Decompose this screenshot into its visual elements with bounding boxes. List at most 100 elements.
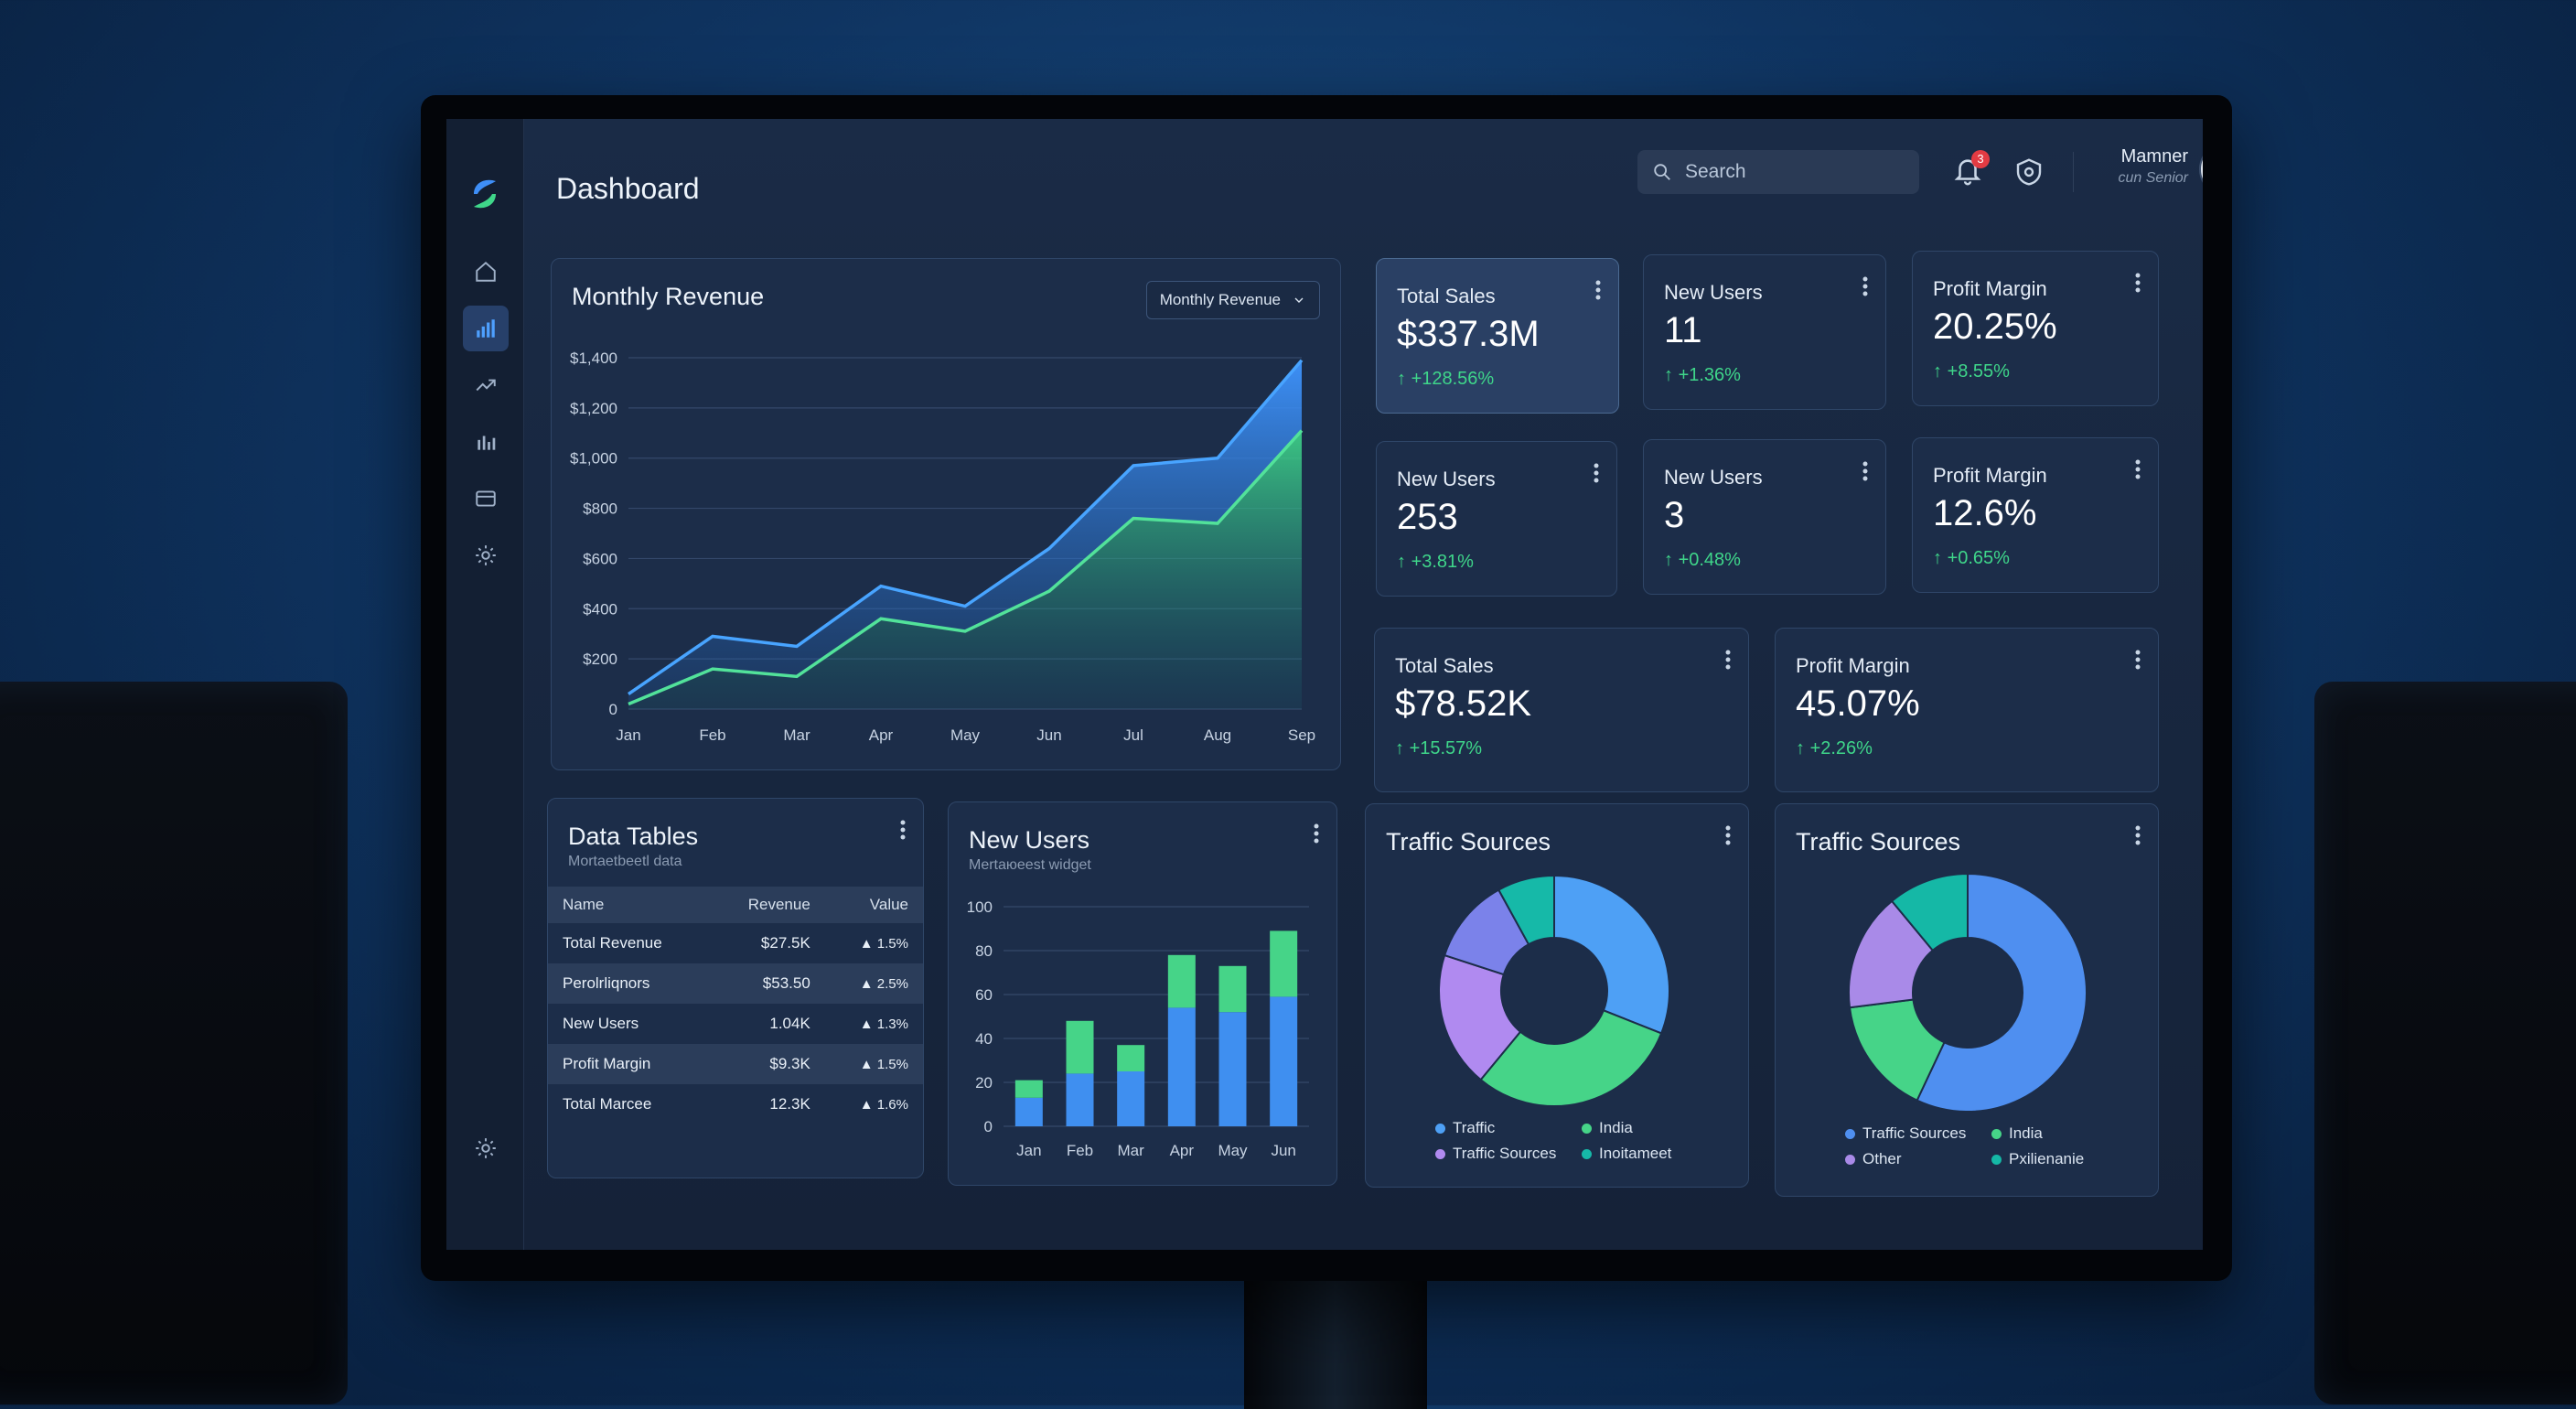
column-header-value[interactable]: Value — [824, 887, 923, 923]
traffic-title: Traffic Sources — [1796, 828, 1961, 855]
revenue-chart: $1,400 $1,200 $1,000 $800 $600 $400 $200 0 Jan Fe… — [570, 350, 1315, 744]
traffic-sources-card: Traffic Sources Traffic Sources India Ot… — [1775, 803, 2159, 1197]
delta-value: +8.55% — [1947, 361, 2010, 382]
metric-label: Profit Margin — [1933, 277, 2047, 300]
legend-dot — [1845, 1154, 1855, 1165]
metric-delta: ↑ +1.36% — [1664, 365, 1741, 385]
sidebar-item-trends[interactable] — [463, 362, 509, 408]
sidebar-bottom-settings[interactable] — [463, 1125, 509, 1171]
x-tick-label: May — [950, 726, 981, 744]
x-tick-label: Jun — [1271, 1142, 1295, 1159]
sidebar-item-billing[interactable] — [463, 476, 509, 522]
bar-series-2 — [1066, 1020, 1094, 1074]
bar-series-2 — [1117, 1045, 1145, 1071]
x-tick-label: Mar — [1118, 1142, 1145, 1159]
search-placeholder: Search — [1685, 161, 1746, 182]
metric-delta: ↑ +128.56% — [1397, 369, 1495, 389]
x-tick-label: Jun — [1036, 726, 1061, 744]
revenue-card: Monthly Revenue Monthly Revenue $1,400 $1… — [551, 258, 1341, 770]
bell-icon[interactable] — [1952, 156, 1983, 187]
revenue-period-select[interactable]: Monthly Revenue — [1145, 281, 1320, 319]
more-icon[interactable] — [2134, 270, 2141, 296]
y-tick-label: $600 — [583, 550, 617, 567]
more-icon[interactable] — [899, 817, 907, 843]
more-icon[interactable] — [1862, 458, 1869, 484]
y-tick-label: 100 — [967, 898, 993, 916]
search-input[interactable]: Search — [1637, 150, 1919, 194]
cell-name: New Users — [563, 1015, 639, 1032]
cell-name: Total Marcee — [563, 1095, 652, 1113]
cell-revenue: 12.3K — [769, 1095, 810, 1113]
x-tick-label: Jul — [1123, 726, 1143, 744]
more-icon[interactable] — [1724, 823, 1732, 848]
y-tick-label: 40 — [975, 1030, 993, 1048]
data-table-card: Data Tables Mortaetbeetl data Name Reven… — [547, 798, 924, 1178]
metric-delta: ↑ +0.65% — [1933, 548, 2010, 568]
sidebar-item-reports[interactable] — [463, 419, 509, 465]
sidebar-item-settings[interactable] — [463, 532, 509, 578]
legend-label: India — [1599, 1119, 1633, 1136]
delta-value: +0.48% — [1678, 550, 1741, 570]
metric-card-profit-margin[interactable]: Profit Margin 45.07% ↑ +2.26% — [1775, 628, 2159, 792]
legend-item: India — [1991, 1124, 2043, 1143]
metric-card-total-sales[interactable]: Total Sales $337.3M ↑ +128.56% — [1376, 258, 1619, 414]
legend-dot — [1582, 1123, 1592, 1134]
table-subtitle: Mortaetbeetl data — [568, 854, 682, 869]
column-chart-icon — [478, 436, 496, 450]
legend-label: Traffic Sources — [1862, 1124, 1967, 1142]
table-row[interactable]: New Users 1.04K ▲ 1.3% — [548, 1004, 923, 1044]
table-title: Data Tables — [568, 823, 699, 850]
column-header-revenue[interactable]: Revenue — [709, 887, 825, 923]
metric-card-profit-margin[interactable]: Profit Margin 12.6% ↑ +0.65% — [1912, 437, 2159, 593]
more-icon[interactable] — [1862, 274, 1869, 299]
metric-card-total-sales[interactable]: Total Sales $78.52K ↑ +15.57% — [1374, 628, 1749, 792]
x-tick-label: Sep — [1288, 726, 1315, 744]
legend-dot — [1435, 1123, 1445, 1134]
table-row[interactable]: Total Revenue $27.5K ▲ 1.5% — [548, 923, 923, 963]
bar-chart-icon — [477, 319, 495, 338]
avatar[interactable] — [2199, 143, 2203, 196]
metric-card-profit-margin[interactable]: Profit Margin 20.25% ↑ +8.55% — [1912, 251, 2159, 406]
metric-card-new-users[interactable]: New Users 3 ↑ +0.48% — [1643, 439, 1886, 595]
divider — [2073, 152, 2074, 192]
notification-badge: 3 — [1971, 150, 1990, 168]
table-row[interactable]: Perolrliqnors $53.50 ▲ 2.5% — [548, 963, 923, 1004]
app-logo-icon[interactable] — [468, 176, 501, 212]
more-icon[interactable] — [2134, 647, 2141, 672]
delta-value: +128.56% — [1411, 369, 1495, 389]
legend-item: Traffic — [1435, 1119, 1495, 1137]
x-tick-label: Jan — [1016, 1142, 1041, 1159]
sidebar-item-analytics[interactable] — [463, 306, 509, 351]
metric-delta: ↑ +8.55% — [1933, 361, 2010, 382]
legend-dot — [1845, 1128, 1855, 1139]
more-icon[interactable] — [2134, 457, 2141, 482]
value-text: 1.5% — [876, 935, 908, 952]
more-icon[interactable] — [1313, 821, 1320, 846]
column-header-name[interactable]: Name — [548, 887, 710, 923]
cell-value: ▲ 1.5% — [859, 935, 908, 952]
more-icon[interactable] — [1593, 460, 1600, 486]
table-row[interactable]: Total Marcee 12.3K ▲ 1.6% — [548, 1084, 923, 1124]
metric-value: 3 — [1664, 495, 1685, 535]
metric-value: 12.6% — [1933, 493, 2037, 533]
more-icon[interactable] — [2134, 823, 2141, 848]
more-icon[interactable] — [1594, 277, 1602, 303]
metric-card-new-users[interactable]: New Users 11 ↑ +1.36% — [1643, 254, 1886, 410]
metric-label: Total Sales — [1395, 654, 1494, 677]
metric-label: Profit Margin — [1933, 464, 2047, 487]
more-icon[interactable] — [1724, 647, 1732, 672]
table-header-row: Name Revenue Value — [548, 887, 923, 923]
y-tick-label: $1,000 — [570, 450, 617, 468]
sidebar-item-home[interactable] — [463, 249, 509, 295]
user-role: cun Senior — [2118, 170, 2189, 186]
legend-label: Other — [1862, 1150, 1902, 1167]
metric-card-new-users[interactable]: New Users 253 ↑ +3.81% — [1376, 441, 1617, 597]
metric-value: 20.25% — [1933, 307, 2057, 347]
shield-icon[interactable] — [2014, 157, 2044, 187]
metric-label: Profit Margin — [1796, 654, 1910, 677]
cell-name: Total Revenue — [563, 934, 662, 952]
table-row[interactable]: Profit Margin $9.3K ▲ 1.5% — [548, 1044, 923, 1084]
y-tick-label: 0 — [609, 701, 617, 718]
metric-label: New Users — [1397, 468, 1496, 490]
value-text: 1.3% — [876, 1016, 908, 1032]
